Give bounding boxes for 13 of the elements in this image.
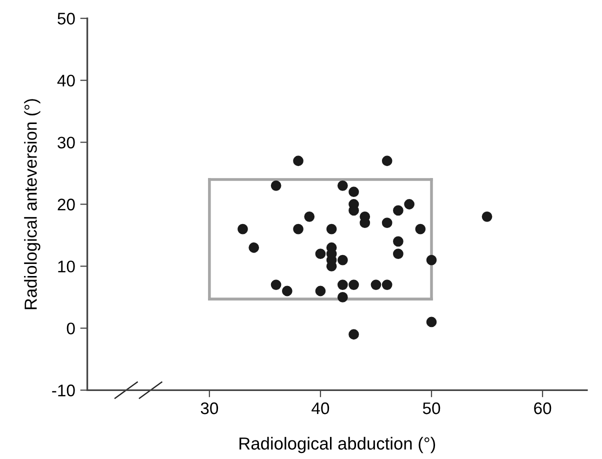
x-axis-title: Radiological abduction (°) bbox=[240, 436, 436, 454]
x-tick-label: 50 bbox=[422, 402, 440, 414]
x-tick-label: 60 bbox=[534, 402, 552, 414]
x-tick-label: 40 bbox=[312, 402, 330, 414]
y-tick-label: 0 bbox=[66, 322, 75, 334]
y-tick-label: 50 bbox=[58, 12, 75, 25]
y-tick-label: 10 bbox=[58, 260, 75, 272]
y-tick-label: -10 bbox=[52, 384, 75, 396]
y-axis-title: Radiological anteversion (°) bbox=[24, 99, 40, 310]
y-tick-label: 30 bbox=[58, 136, 75, 148]
y-tick-label: 20 bbox=[58, 198, 75, 210]
y-tick-label: 40 bbox=[57, 74, 75, 87]
x-tick-label: 30 bbox=[200, 402, 218, 414]
